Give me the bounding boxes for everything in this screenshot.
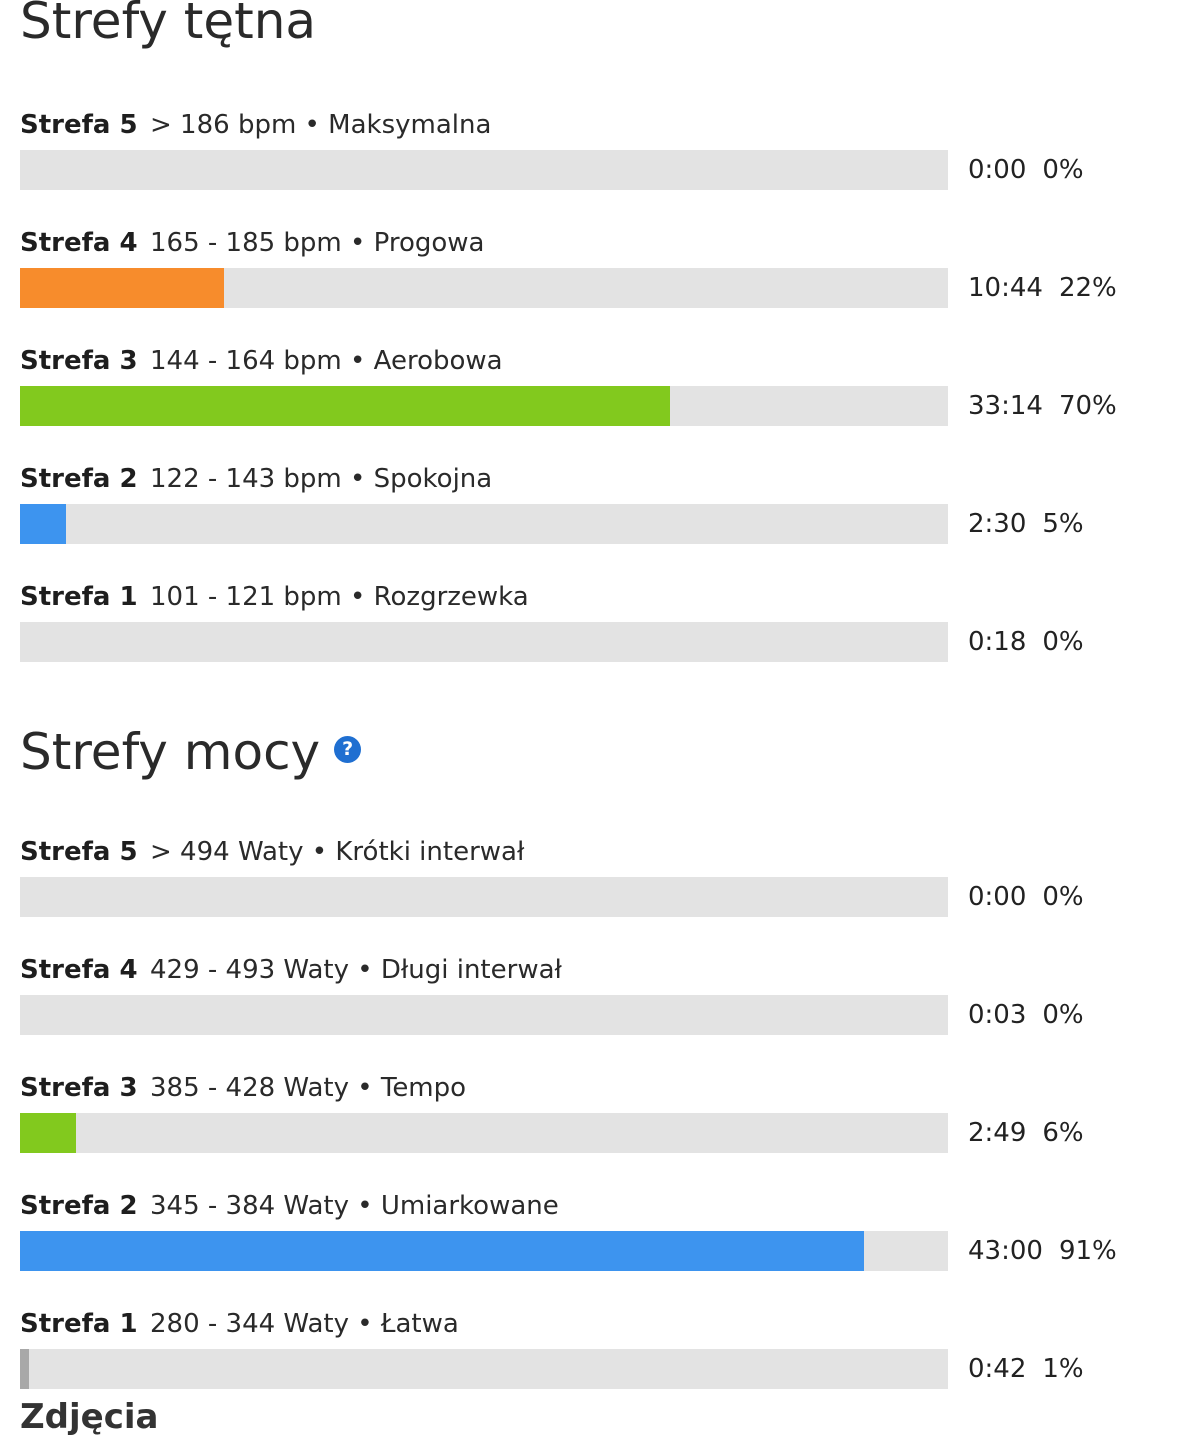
zone-bar-track xyxy=(20,995,948,1035)
heart-rate-zones-title: Strefy tętna xyxy=(20,0,317,50)
zone-duration: 0:00 xyxy=(968,882,1027,912)
power-zones-title-text: Strefy mocy xyxy=(20,723,321,781)
zone-bar-fill xyxy=(20,504,67,544)
power-zone-row: Strefa 3 385 - 428 Waty • Tempo 2:49 6% xyxy=(20,1073,1180,1157)
zone-time-summary: 0:03 0% xyxy=(968,999,1084,1031)
zone-header: Strefa 5 > 186 bpm • Maksymalna xyxy=(20,110,491,140)
zone-range-description: 385 - 428 Waty • Tempo xyxy=(150,1073,467,1103)
zone-percentage: 0% xyxy=(1042,627,1084,657)
power-zone-row: Strefa 4 429 - 493 Waty • Długi interwał 0… xyxy=(20,955,1180,1039)
zone-percentage: 70% xyxy=(1058,391,1117,421)
zone-name: Strefa 4 xyxy=(20,228,138,258)
photos-section-title: Zdjęcia xyxy=(20,1397,159,1437)
heart-rate-zone-row: Strefa 3 144 - 164 bpm • Aerobowa 33:14 70% xyxy=(20,346,1180,430)
zone-time-summary: 2:49 6% xyxy=(968,1117,1084,1149)
zone-name: Strefa 3 xyxy=(20,346,138,376)
zone-duration: 0:03 xyxy=(968,1000,1027,1030)
zone-time-summary: 0:00 0% xyxy=(968,881,1084,913)
zone-header: Strefa 4 165 - 185 bpm • Progowa xyxy=(20,228,484,258)
zone-name: Strefa 2 xyxy=(20,464,138,494)
zone-percentage: 0% xyxy=(1042,1000,1084,1030)
zone-time-summary: 10:44 22% xyxy=(968,272,1117,304)
zone-range-description: 429 - 493 Waty • Długi interwał xyxy=(150,955,562,985)
zone-header: Strefa 1 101 - 121 bpm • Rozgrzewka xyxy=(20,582,529,612)
zone-range-description: 122 - 143 bpm • Spokojna xyxy=(150,464,493,494)
zone-percentage: 1% xyxy=(1042,1354,1084,1384)
zone-duration: 43:00 xyxy=(968,1236,1043,1266)
zone-header: Strefa 4 429 - 493 Waty • Długi interwał xyxy=(20,955,562,985)
zone-time-summary: 0:18 0% xyxy=(968,626,1084,658)
question-circle-icon[interactable]: ? xyxy=(334,736,362,763)
zone-percentage: 22% xyxy=(1058,273,1117,303)
zone-header: Strefa 3 385 - 428 Waty • Tempo xyxy=(20,1073,466,1103)
zone-bar-fill xyxy=(20,1231,865,1271)
zone-bar-fill xyxy=(20,1113,76,1153)
zone-header: Strefa 5 > 494 Waty • Krótki interwał xyxy=(20,837,524,867)
heart-rate-zone-row: Strefa 5 > 186 bpm • Maksymalna 0:00 0% xyxy=(20,110,1180,194)
zone-header: Strefa 1 280 - 344 Waty • Łatwa xyxy=(20,1309,459,1339)
heart-rate-zone-row: Strefa 1 101 - 121 bpm • Rozgrzewka 0:18 0% xyxy=(20,582,1180,666)
zone-name: Strefa 5 xyxy=(20,110,138,140)
zone-bar-fill xyxy=(20,1349,30,1389)
zone-range-description: 345 - 384 Waty • Umiarkowane xyxy=(150,1191,559,1221)
zone-duration: 0:00 xyxy=(968,155,1027,185)
zone-time-summary: 0:00 0% xyxy=(968,154,1084,186)
zone-name: Strefa 5 xyxy=(20,837,138,867)
zone-bar-track xyxy=(20,268,948,308)
zone-time-summary: 0:42 1% xyxy=(968,1353,1084,1385)
zone-percentage: 0% xyxy=(1042,882,1084,912)
zone-duration: 10:44 xyxy=(968,273,1043,303)
zone-bar-track xyxy=(20,504,948,544)
power-zone-row: Strefa 1 280 - 344 Waty • Łatwa 0:42 1% xyxy=(20,1309,1180,1393)
zone-percentage: 6% xyxy=(1042,1118,1084,1148)
zone-range-description: 280 - 344 Waty • Łatwa xyxy=(150,1309,459,1339)
zone-percentage: 0% xyxy=(1042,155,1084,185)
zone-range-description: 144 - 164 bpm • Aerobowa xyxy=(150,346,503,376)
zone-bar-fill xyxy=(20,386,670,426)
zone-percentage: 5% xyxy=(1042,509,1084,539)
zone-range-description: > 494 Waty • Krótki interwał xyxy=(150,837,525,867)
zone-bar-track xyxy=(20,877,948,917)
zone-bar-track xyxy=(20,1231,948,1271)
zone-percentage: 91% xyxy=(1058,1236,1117,1266)
power-zone-row: Strefa 5 > 494 Waty • Krótki interwał 0:00… xyxy=(20,837,1180,921)
zone-bar-fill xyxy=(20,268,225,308)
zone-duration: 2:30 xyxy=(968,509,1027,539)
zone-duration: 2:49 xyxy=(968,1118,1027,1148)
zone-header: Strefa 2 122 - 143 bpm • Spokojna xyxy=(20,464,492,494)
zone-name: Strefa 2 xyxy=(20,1191,138,1221)
zone-header: Strefa 2 345 - 384 Waty • Umiarkowane xyxy=(20,1191,559,1221)
zone-name: Strefa 3 xyxy=(20,1073,138,1103)
zone-duration: 33:14 xyxy=(968,391,1043,421)
zone-name: Strefa 4 xyxy=(20,955,138,985)
zone-bar-track xyxy=(20,150,948,190)
zone-bar-track xyxy=(20,1349,948,1389)
zone-name: Strefa 1 xyxy=(20,582,138,612)
zone-bar-track xyxy=(20,622,948,662)
zone-range-description: 165 - 185 bpm • Progowa xyxy=(150,228,485,258)
zone-range-description: 101 - 121 bpm • Rozgrzewka xyxy=(150,582,529,612)
zone-bar-track xyxy=(20,386,948,426)
zone-time-summary: 2:30 5% xyxy=(968,508,1084,540)
zone-bar-track xyxy=(20,1113,948,1153)
zone-time-summary: 43:00 91% xyxy=(968,1235,1117,1267)
power-zone-row: Strefa 2 345 - 384 Waty • Umiarkowane 43:0… xyxy=(20,1191,1180,1275)
zone-time-summary: 33:14 70% xyxy=(968,390,1117,422)
zone-range-description: > 186 bpm • Maksymalna xyxy=(150,110,492,140)
zone-name: Strefa 1 xyxy=(20,1309,138,1339)
heart-rate-zone-row: Strefa 4 165 - 185 bpm • Progowa 10:44 22% xyxy=(20,228,1180,312)
zone-header: Strefa 3 144 - 164 bpm • Aerobowa xyxy=(20,346,503,376)
zone-duration: 0:42 xyxy=(968,1354,1027,1384)
zone-duration: 0:18 xyxy=(968,627,1027,657)
power-zones-title: Strefy mocy? xyxy=(20,727,362,777)
heart-rate-zone-row: Strefa 2 122 - 143 bpm • Spokojna 2:30 5% xyxy=(20,464,1180,548)
